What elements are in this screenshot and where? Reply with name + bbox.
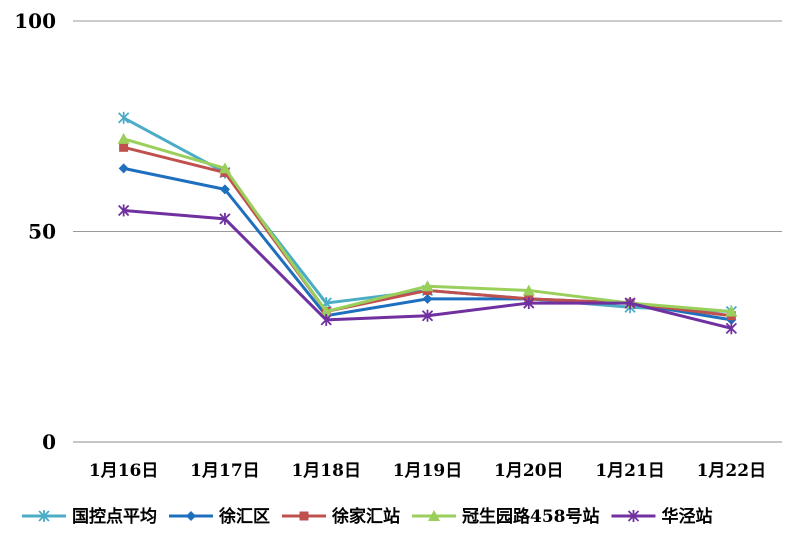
y-tick-label: 50 — [28, 220, 56, 244]
x-tick-label: 1月20日 — [494, 461, 564, 481]
data-point — [421, 309, 434, 322]
data-point — [219, 184, 230, 195]
legend-item: 华泾站 — [611, 506, 713, 527]
legend-label: 冠生园路458号站 — [462, 506, 600, 527]
y-tick-label: 100 — [14, 9, 56, 33]
data-point — [422, 293, 433, 304]
legend-marker — [428, 510, 440, 521]
y-tick-label: 0 — [42, 430, 56, 454]
x-tick-label: 1月21日 — [595, 461, 665, 481]
data-point — [320, 313, 332, 326]
data-point — [725, 322, 737, 335]
legend-item: 冠生园路458号站 — [412, 506, 600, 527]
data-point — [624, 297, 636, 310]
x-axis-tick-labels: 1月16日 1月17日 1月18日 1月19日 1月20日 1月21日 1月22日 — [89, 461, 766, 481]
gridlines — [73, 20, 782, 443]
data-point — [118, 204, 130, 217]
series-lines — [117, 111, 738, 335]
data-point — [523, 297, 535, 310]
data-point — [522, 284, 535, 296]
x-tick-label: 1月17日 — [190, 461, 260, 481]
x-tick-label: 1月16日 — [89, 461, 159, 481]
series-3 — [117, 132, 738, 317]
x-tick-label: 1月22日 — [697, 461, 767, 481]
y-axis-tick-labels: 0 50 100 — [14, 9, 56, 454]
data-point — [218, 162, 231, 174]
series-1 — [118, 163, 737, 325]
data-point — [118, 163, 129, 174]
legend-item: 徐汇区 — [169, 506, 270, 527]
data-point — [118, 111, 130, 124]
legend-item: 国控点平均 — [22, 506, 157, 527]
data-point — [725, 305, 738, 317]
series-4 — [118, 204, 737, 335]
data-point — [117, 132, 130, 144]
legend-marker — [299, 511, 309, 521]
x-tick-label: 1月18日 — [291, 461, 361, 481]
data-point — [219, 212, 231, 225]
legend-label: 国控点平均 — [72, 506, 157, 527]
data-point — [320, 305, 333, 317]
x-tick-label: 1月19日 — [393, 461, 463, 481]
data-point — [421, 280, 434, 292]
data-point — [119, 142, 129, 152]
legend-marker — [186, 511, 196, 521]
legend-label: 徐家汇站 — [331, 506, 400, 527]
legend-item: 徐家汇站 — [282, 506, 400, 527]
legend-label: 徐汇区 — [218, 506, 270, 527]
legend-marker — [627, 510, 640, 522]
legend-marker — [38, 510, 50, 522]
legend: 国控点平均 徐汇区 徐家汇站 冠生园路458号站 华泾站 — [22, 506, 713, 527]
legend-label: 华泾站 — [662, 506, 713, 527]
